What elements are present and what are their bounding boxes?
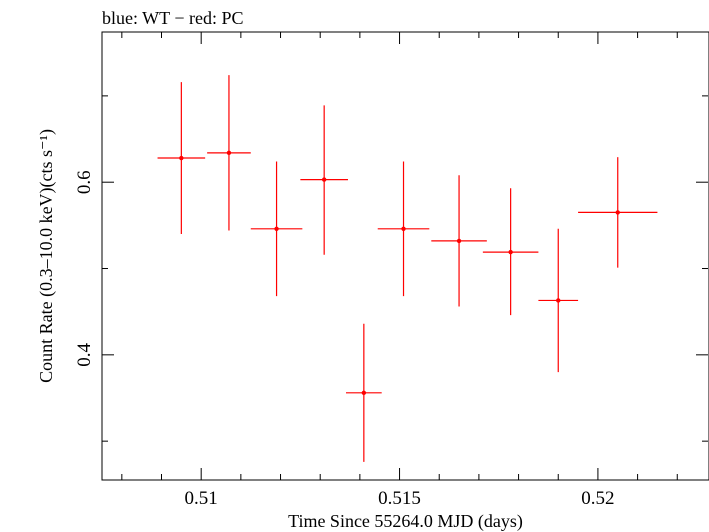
data-point [377,161,430,297]
x-tick-label: 0.51 [185,488,218,509]
data-marker [401,226,406,232]
data-point [578,157,658,268]
plot-frame [101,31,709,481]
chart-caption: blue: WT − red: PC [102,8,243,28]
data-point [431,175,487,307]
data-marker [321,177,327,182]
data-point [157,82,206,234]
y-axis-title: Count Rate (0.3–10.0 keV)(cts s⁻¹) [36,129,57,383]
data-marker [456,238,462,244]
x-tick-label: 0.515 [378,488,421,509]
y-tick-label: 0.4 [74,342,95,366]
data-point [207,75,251,231]
data-point [300,105,348,255]
x-axis-title: Time Since 55264.0 MJD (days) [288,511,523,532]
data-marker [226,150,232,156]
x-tick-label: 0.52 [581,488,614,509]
y-tick-label: 0.6 [74,170,95,194]
data-point [345,323,382,462]
data-marker [361,390,367,396]
data-marker [179,155,184,161]
data-marker [615,210,620,215]
data-marker [556,298,561,303]
axis-ticks [102,32,708,480]
data-points [157,75,658,462]
data-point [538,228,579,373]
data-point [250,161,303,297]
data-marker [508,249,513,255]
data-point [482,188,539,316]
data-marker [274,226,279,232]
axis-tick-labels: 0.51 0.515 0.52 0.4 0.6 [74,170,615,509]
